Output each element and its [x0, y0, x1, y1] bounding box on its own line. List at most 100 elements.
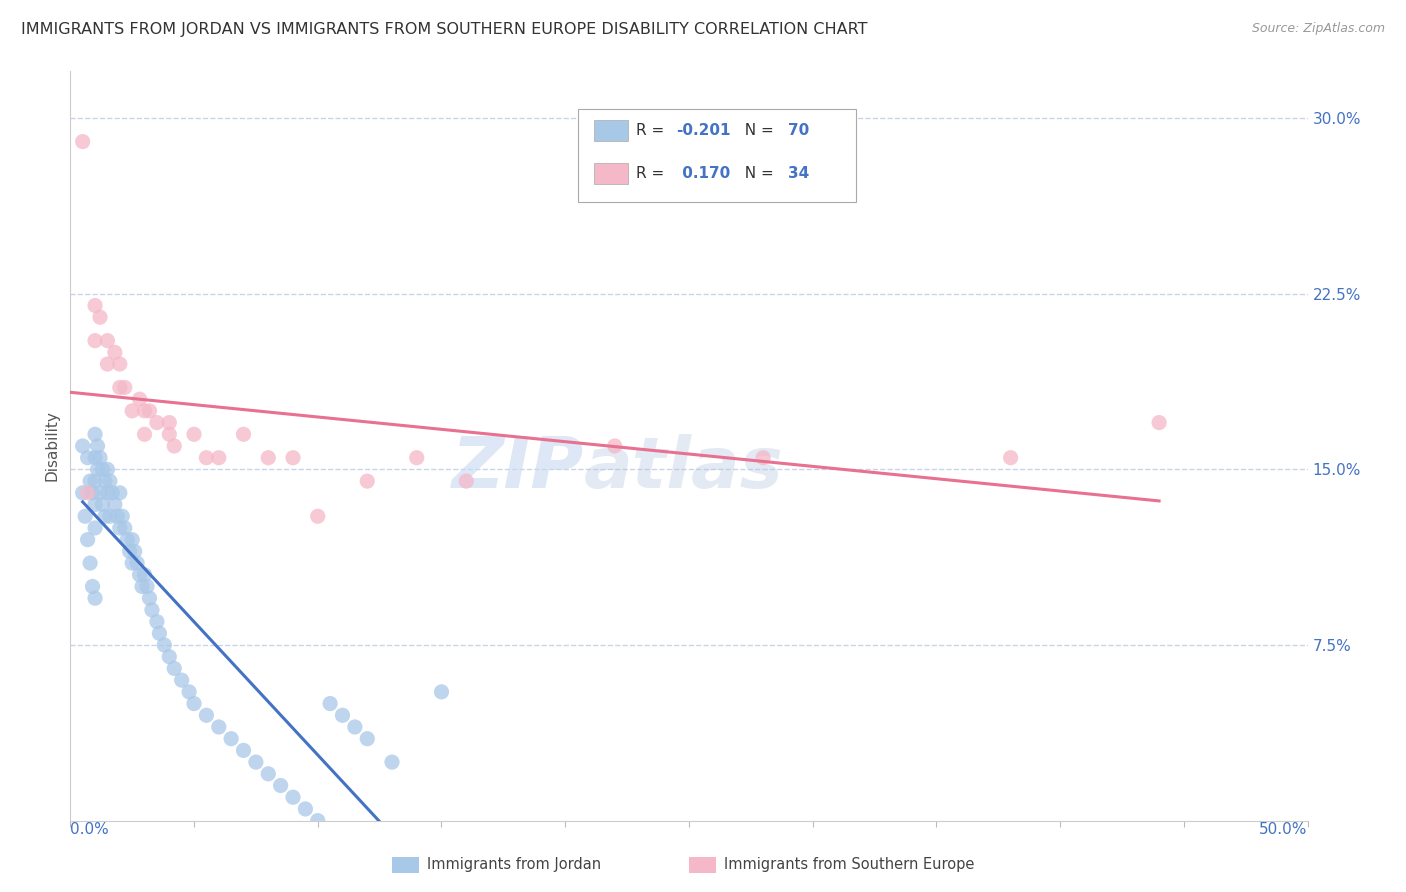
Point: [141, 603, 163, 617]
Text: IMMIGRANTS FROM JORDAN VS IMMIGRANTS FROM SOUTHERN EUROPE DISABILITY CORRELATION: IMMIGRANTS FROM JORDAN VS IMMIGRANTS FRO…: [21, 22, 868, 37]
Point: [170, 673, 193, 688]
Text: N =: N =: [735, 166, 779, 181]
Point: [114, 380, 136, 394]
Point: [72, 439, 94, 453]
FancyBboxPatch shape: [593, 162, 628, 184]
Text: R =: R =: [636, 123, 669, 138]
Point: [91, 498, 114, 512]
Point: [405, 450, 427, 465]
Point: [281, 790, 304, 805]
Point: [208, 720, 231, 734]
Point: [89, 450, 111, 465]
Point: [138, 591, 160, 606]
Point: [86, 439, 108, 453]
Text: 0.0%: 0.0%: [70, 822, 110, 837]
Point: [96, 334, 118, 348]
Text: 34: 34: [787, 166, 810, 181]
Point: [124, 544, 146, 558]
Point: [183, 697, 205, 711]
Point: [134, 404, 156, 418]
Point: [208, 450, 231, 465]
Point: [381, 755, 404, 769]
Text: ZIP: ZIP: [451, 434, 583, 503]
Point: [76, 450, 98, 465]
Point: [157, 649, 180, 664]
Point: [294, 802, 316, 816]
Point: [84, 521, 107, 535]
Point: [163, 661, 186, 675]
Point: [343, 720, 366, 734]
Text: 50.0%: 50.0%: [1260, 822, 1308, 837]
Point: [752, 450, 775, 465]
Point: [245, 755, 267, 769]
Point: [72, 135, 94, 149]
Point: [114, 521, 136, 535]
Point: [105, 509, 128, 524]
Point: [356, 474, 378, 488]
Point: [136, 580, 159, 594]
Point: [177, 685, 200, 699]
Point: [84, 498, 107, 512]
Point: [127, 556, 149, 570]
Point: [79, 556, 101, 570]
Point: [121, 556, 143, 570]
Point: [232, 427, 254, 442]
Point: [138, 404, 160, 418]
Point: [232, 743, 254, 757]
Point: [96, 462, 118, 476]
Point: [98, 509, 121, 524]
Point: [115, 533, 138, 547]
Point: [82, 580, 104, 594]
Point: [108, 521, 131, 535]
FancyBboxPatch shape: [689, 856, 716, 873]
Point: [128, 392, 150, 407]
Point: [89, 485, 111, 500]
Point: [72, 485, 94, 500]
Point: [89, 310, 111, 325]
Point: [104, 498, 127, 512]
Point: [84, 298, 107, 313]
Point: [319, 697, 342, 711]
Point: [134, 427, 156, 442]
Point: [96, 485, 118, 500]
Point: [146, 615, 169, 629]
Point: [98, 474, 121, 488]
Text: -0.201: -0.201: [676, 123, 731, 138]
Text: R =: R =: [636, 166, 669, 181]
Point: [91, 462, 114, 476]
Point: [270, 779, 292, 793]
Point: [108, 357, 131, 371]
Point: [195, 708, 218, 723]
Point: [148, 626, 170, 640]
FancyBboxPatch shape: [392, 856, 419, 873]
Point: [118, 544, 141, 558]
Point: [76, 533, 98, 547]
Point: [96, 357, 118, 371]
Point: [134, 567, 156, 582]
Point: [307, 509, 329, 524]
Text: 70: 70: [787, 123, 810, 138]
Text: atlas: atlas: [583, 434, 783, 503]
Point: [157, 427, 180, 442]
Point: [157, 416, 180, 430]
Point: [183, 427, 205, 442]
Point: [163, 439, 186, 453]
Point: [75, 509, 97, 524]
Point: [281, 450, 304, 465]
Point: [108, 485, 131, 500]
Text: Source: ZipAtlas.com: Source: ZipAtlas.com: [1251, 22, 1385, 36]
Point: [84, 591, 107, 606]
Point: [121, 404, 143, 418]
Point: [94, 509, 117, 524]
Point: [456, 474, 478, 488]
Point: [128, 567, 150, 582]
Point: [307, 814, 329, 828]
Point: [332, 708, 354, 723]
Text: N =: N =: [735, 123, 779, 138]
Point: [146, 416, 169, 430]
Point: [1147, 416, 1170, 430]
Point: [94, 474, 117, 488]
Point: [84, 450, 107, 465]
Point: [1000, 450, 1022, 465]
Point: [153, 638, 176, 652]
